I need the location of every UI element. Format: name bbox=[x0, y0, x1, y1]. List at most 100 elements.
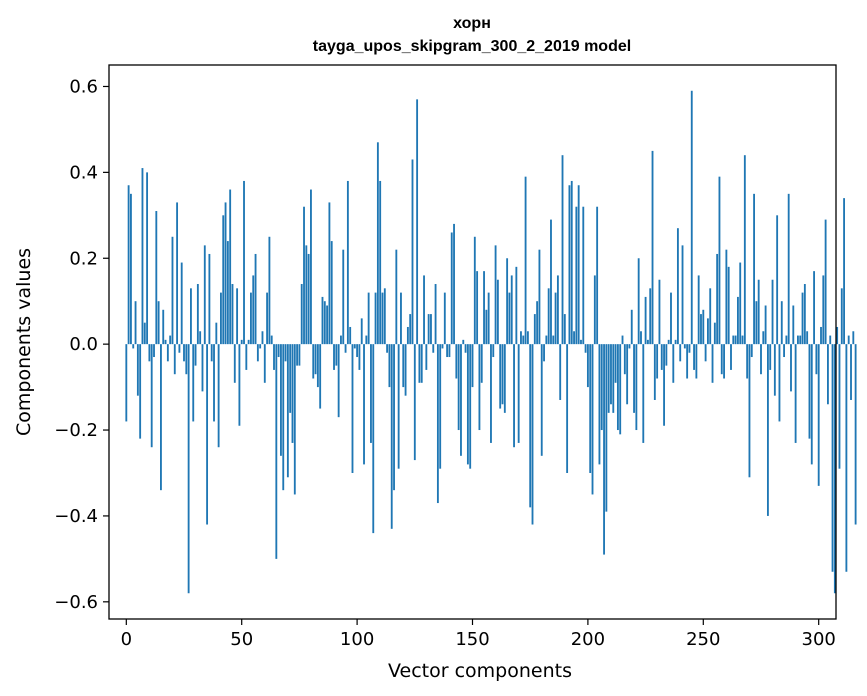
bar-191 bbox=[566, 344, 569, 473]
bar-260 bbox=[725, 249, 728, 345]
bar-138 bbox=[443, 292, 446, 345]
bar-62 bbox=[268, 236, 271, 345]
bar-165 bbox=[506, 258, 509, 345]
bar-63 bbox=[270, 335, 273, 345]
bar-67 bbox=[280, 344, 282, 456]
bar-140 bbox=[448, 344, 451, 358]
bar-3 bbox=[132, 344, 135, 349]
bar-18 bbox=[166, 344, 169, 362]
bar-235 bbox=[667, 339, 670, 345]
bar-93 bbox=[340, 335, 342, 345]
bar-247 bbox=[695, 344, 698, 379]
bar-32 bbox=[199, 331, 202, 345]
y-tick-label: 0.0 bbox=[69, 334, 98, 355]
bar-12 bbox=[153, 344, 155, 358]
bar-146 bbox=[462, 339, 465, 345]
bar-258 bbox=[720, 344, 723, 375]
y-tick-label: −0.2 bbox=[54, 420, 98, 441]
bar-292 bbox=[799, 335, 802, 345]
bar-228 bbox=[651, 150, 654, 345]
bar-192 bbox=[568, 185, 571, 345]
y-axis-label: Components values bbox=[13, 248, 35, 436]
bar-169 bbox=[515, 266, 518, 345]
bar-6 bbox=[139, 344, 142, 439]
bar-257 bbox=[718, 176, 721, 345]
bar-56 bbox=[254, 253, 257, 345]
bar-137 bbox=[441, 344, 444, 349]
bar-182 bbox=[545, 335, 548, 345]
bar-183 bbox=[547, 288, 550, 345]
bar-305 bbox=[829, 335, 832, 345]
bar-147 bbox=[464, 344, 467, 353]
bar-65 bbox=[275, 344, 278, 559]
bar-167 bbox=[510, 275, 513, 345]
bar-40 bbox=[217, 344, 220, 448]
bar-127 bbox=[418, 344, 421, 383]
x-tick-label: 0 bbox=[121, 629, 132, 650]
bar-107 bbox=[372, 344, 375, 534]
bar-205 bbox=[598, 344, 601, 465]
bar-193 bbox=[570, 180, 573, 345]
y-tick-label: −0.4 bbox=[54, 506, 98, 527]
bar-158 bbox=[490, 344, 492, 443]
bar-4 bbox=[134, 301, 137, 345]
bar-149 bbox=[469, 344, 472, 469]
bar-299 bbox=[815, 344, 818, 375]
bar-296 bbox=[808, 344, 811, 439]
bar-113 bbox=[386, 344, 389, 353]
bar-248 bbox=[697, 275, 700, 345]
bar-206 bbox=[600, 344, 603, 431]
bar-120 bbox=[402, 344, 405, 388]
bar-170 bbox=[517, 344, 520, 443]
bar-17 bbox=[164, 339, 167, 345]
bar-105 bbox=[367, 292, 370, 345]
bar-181 bbox=[543, 344, 545, 362]
bar-301 bbox=[820, 326, 822, 345]
bar-218 bbox=[628, 344, 631, 349]
bar-173 bbox=[524, 176, 527, 345]
bar-111 bbox=[381, 292, 384, 345]
bar-250 bbox=[702, 309, 705, 345]
bar-184 bbox=[550, 219, 552, 345]
y-tick-label: 0.6 bbox=[69, 76, 98, 97]
bar-156 bbox=[485, 309, 488, 345]
bar-54 bbox=[250, 292, 252, 345]
bar-43 bbox=[224, 202, 227, 345]
bar-118 bbox=[397, 344, 400, 469]
bar-37 bbox=[210, 344, 213, 362]
bar-207 bbox=[603, 344, 605, 555]
bar-73 bbox=[293, 344, 296, 495]
bar-53 bbox=[247, 339, 250, 345]
bar-119 bbox=[400, 292, 402, 345]
bar-161 bbox=[496, 279, 499, 345]
bar-157 bbox=[487, 292, 490, 345]
bar-112 bbox=[383, 288, 386, 345]
bar-61 bbox=[266, 292, 269, 345]
bar-279 bbox=[769, 344, 772, 370]
bar-34 bbox=[203, 245, 206, 345]
bar-239 bbox=[676, 228, 679, 345]
bar-29 bbox=[192, 344, 195, 422]
bar-27 bbox=[187, 344, 190, 594]
bar-316 bbox=[854, 344, 857, 525]
bar-312 bbox=[845, 344, 848, 572]
bar-14 bbox=[157, 301, 160, 345]
bar-214 bbox=[619, 344, 622, 435]
bar-241 bbox=[681, 245, 684, 345]
bar-223 bbox=[640, 331, 642, 345]
bar-25 bbox=[183, 344, 185, 362]
bar-246 bbox=[693, 344, 695, 370]
bar-28 bbox=[190, 288, 192, 345]
bar-87 bbox=[326, 305, 329, 345]
bar-75 bbox=[298, 344, 301, 366]
bar-174 bbox=[526, 331, 529, 345]
x-tick-label: 250 bbox=[686, 629, 720, 650]
bar-309 bbox=[838, 344, 841, 469]
bar-175 bbox=[529, 344, 532, 508]
bar-315 bbox=[852, 331, 855, 345]
bar-233 bbox=[663, 344, 665, 426]
bar-261 bbox=[727, 266, 730, 345]
bar-271 bbox=[750, 344, 753, 358]
bar-76 bbox=[300, 284, 303, 345]
bar-26 bbox=[185, 344, 188, 375]
